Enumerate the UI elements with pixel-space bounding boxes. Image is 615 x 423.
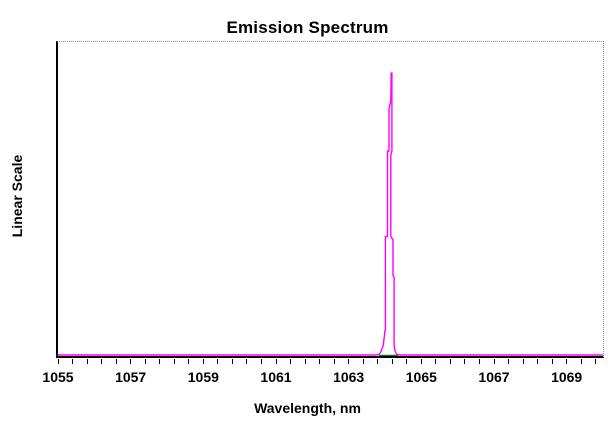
x-axis-tick [537, 359, 539, 364]
x-axis-tick [130, 359, 132, 364]
x-axis-tick [377, 359, 379, 364]
x-axis-tick [478, 359, 480, 364]
emission-spectrum-trace-line [58, 72, 603, 356]
x-axis-tick [246, 359, 248, 364]
x-axis-tick [319, 359, 321, 364]
x-axis-tick [449, 359, 451, 364]
x-axis-tick [115, 359, 117, 364]
x-axis-tick [188, 359, 190, 364]
x-axis-tick [275, 359, 277, 364]
x-axis-tick [57, 359, 59, 364]
x-axis-tick [159, 359, 161, 364]
x-axis-tick [522, 359, 524, 364]
x-axis-tick-label: 1069 [551, 369, 583, 385]
x-axis-tick [86, 359, 88, 364]
x-axis-tick-label: 1061 [260, 369, 292, 385]
x-axis-tick [362, 359, 364, 364]
x-axis-tick [508, 359, 510, 364]
x-axis-tick [217, 359, 219, 364]
x-axis-tick-label: 1065 [405, 369, 437, 385]
x-axis-tick [231, 359, 233, 364]
x-axis-tick [566, 359, 568, 364]
spectrum-trace-svg [58, 72, 603, 356]
x-axis-label: Wavelength, nm [254, 400, 361, 416]
x-axis-tick [290, 359, 292, 364]
x-axis-tick [144, 359, 146, 364]
chart-title: Emission Spectrum [226, 18, 389, 37]
x-axis-tick [304, 359, 306, 364]
x-axis-tick [391, 359, 393, 364]
x-axis-tick-label: 1059 [187, 369, 219, 385]
x-axis-tick [435, 359, 437, 364]
x-axis-tick-label: 1063 [333, 369, 365, 385]
x-axis-tick-label: 1057 [115, 369, 147, 385]
x-axis-tick [420, 359, 422, 364]
x-axis-tick [173, 359, 175, 364]
x-axis-tick [595, 359, 597, 364]
x-axis-tick [260, 359, 262, 364]
x-axis-tick [72, 359, 74, 364]
x-axis-tick [464, 359, 466, 364]
x-axis-tick [580, 359, 582, 364]
x-axis-tick [333, 359, 335, 364]
y-axis-label: Linear Scale [9, 154, 25, 238]
x-axis-tick-label: 1067 [478, 369, 510, 385]
x-axis-tick [551, 359, 553, 364]
plot-area [56, 41, 604, 358]
x-axis [0, 359, 615, 365]
x-axis-tick [101, 359, 103, 364]
x-axis-tick [348, 359, 350, 364]
x-axis-tick [202, 359, 204, 364]
x-axis-tick [493, 359, 495, 364]
x-axis-tick [406, 359, 408, 364]
x-axis-tick-label: 1055 [42, 369, 74, 385]
